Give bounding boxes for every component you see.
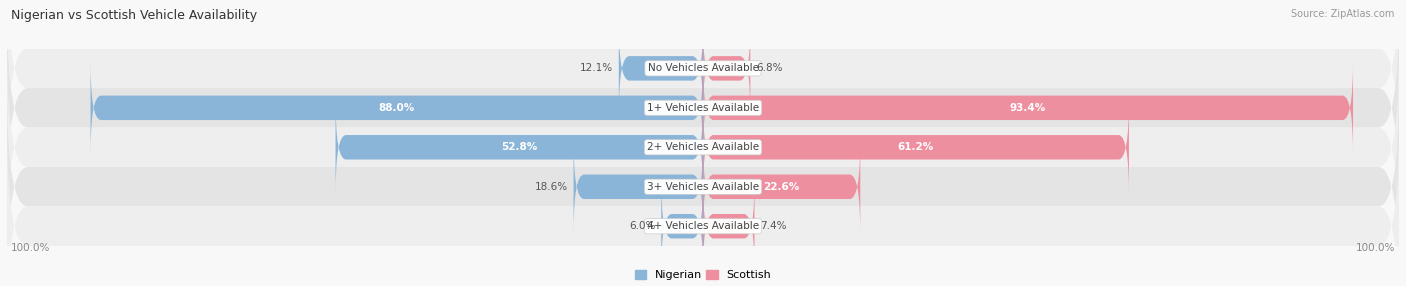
Text: 2+ Vehicles Available: 2+ Vehicles Available bbox=[647, 142, 759, 152]
FancyBboxPatch shape bbox=[619, 21, 703, 115]
FancyBboxPatch shape bbox=[703, 140, 860, 234]
FancyBboxPatch shape bbox=[661, 179, 703, 273]
FancyBboxPatch shape bbox=[703, 100, 1129, 194]
Text: 22.6%: 22.6% bbox=[763, 182, 800, 192]
Text: 61.2%: 61.2% bbox=[898, 142, 934, 152]
Text: No Vehicles Available: No Vehicles Available bbox=[648, 63, 758, 73]
FancyBboxPatch shape bbox=[7, 128, 1399, 286]
FancyBboxPatch shape bbox=[574, 140, 703, 234]
FancyBboxPatch shape bbox=[336, 100, 703, 194]
Text: 1+ Vehicles Available: 1+ Vehicles Available bbox=[647, 103, 759, 113]
Text: 52.8%: 52.8% bbox=[501, 142, 537, 152]
Text: 18.6%: 18.6% bbox=[534, 182, 568, 192]
Text: 6.0%: 6.0% bbox=[630, 221, 655, 231]
FancyBboxPatch shape bbox=[703, 61, 1353, 155]
FancyBboxPatch shape bbox=[703, 179, 755, 273]
FancyBboxPatch shape bbox=[7, 9, 1399, 206]
Text: 12.1%: 12.1% bbox=[581, 63, 613, 73]
Text: 7.4%: 7.4% bbox=[761, 221, 786, 231]
Text: 6.8%: 6.8% bbox=[756, 63, 782, 73]
Text: 100.0%: 100.0% bbox=[1355, 243, 1395, 253]
Text: 88.0%: 88.0% bbox=[378, 103, 415, 113]
FancyBboxPatch shape bbox=[90, 61, 703, 155]
FancyBboxPatch shape bbox=[7, 49, 1399, 246]
Text: 3+ Vehicles Available: 3+ Vehicles Available bbox=[647, 182, 759, 192]
Text: 100.0%: 100.0% bbox=[11, 243, 51, 253]
Text: 93.4%: 93.4% bbox=[1010, 103, 1046, 113]
Text: Source: ZipAtlas.com: Source: ZipAtlas.com bbox=[1291, 9, 1395, 19]
Text: Nigerian vs Scottish Vehicle Availability: Nigerian vs Scottish Vehicle Availabilit… bbox=[11, 9, 257, 21]
Legend: Nigerian, Scottish: Nigerian, Scottish bbox=[634, 270, 772, 281]
FancyBboxPatch shape bbox=[703, 21, 751, 115]
Text: 4+ Vehicles Available: 4+ Vehicles Available bbox=[647, 221, 759, 231]
FancyBboxPatch shape bbox=[7, 0, 1399, 167]
FancyBboxPatch shape bbox=[7, 88, 1399, 285]
